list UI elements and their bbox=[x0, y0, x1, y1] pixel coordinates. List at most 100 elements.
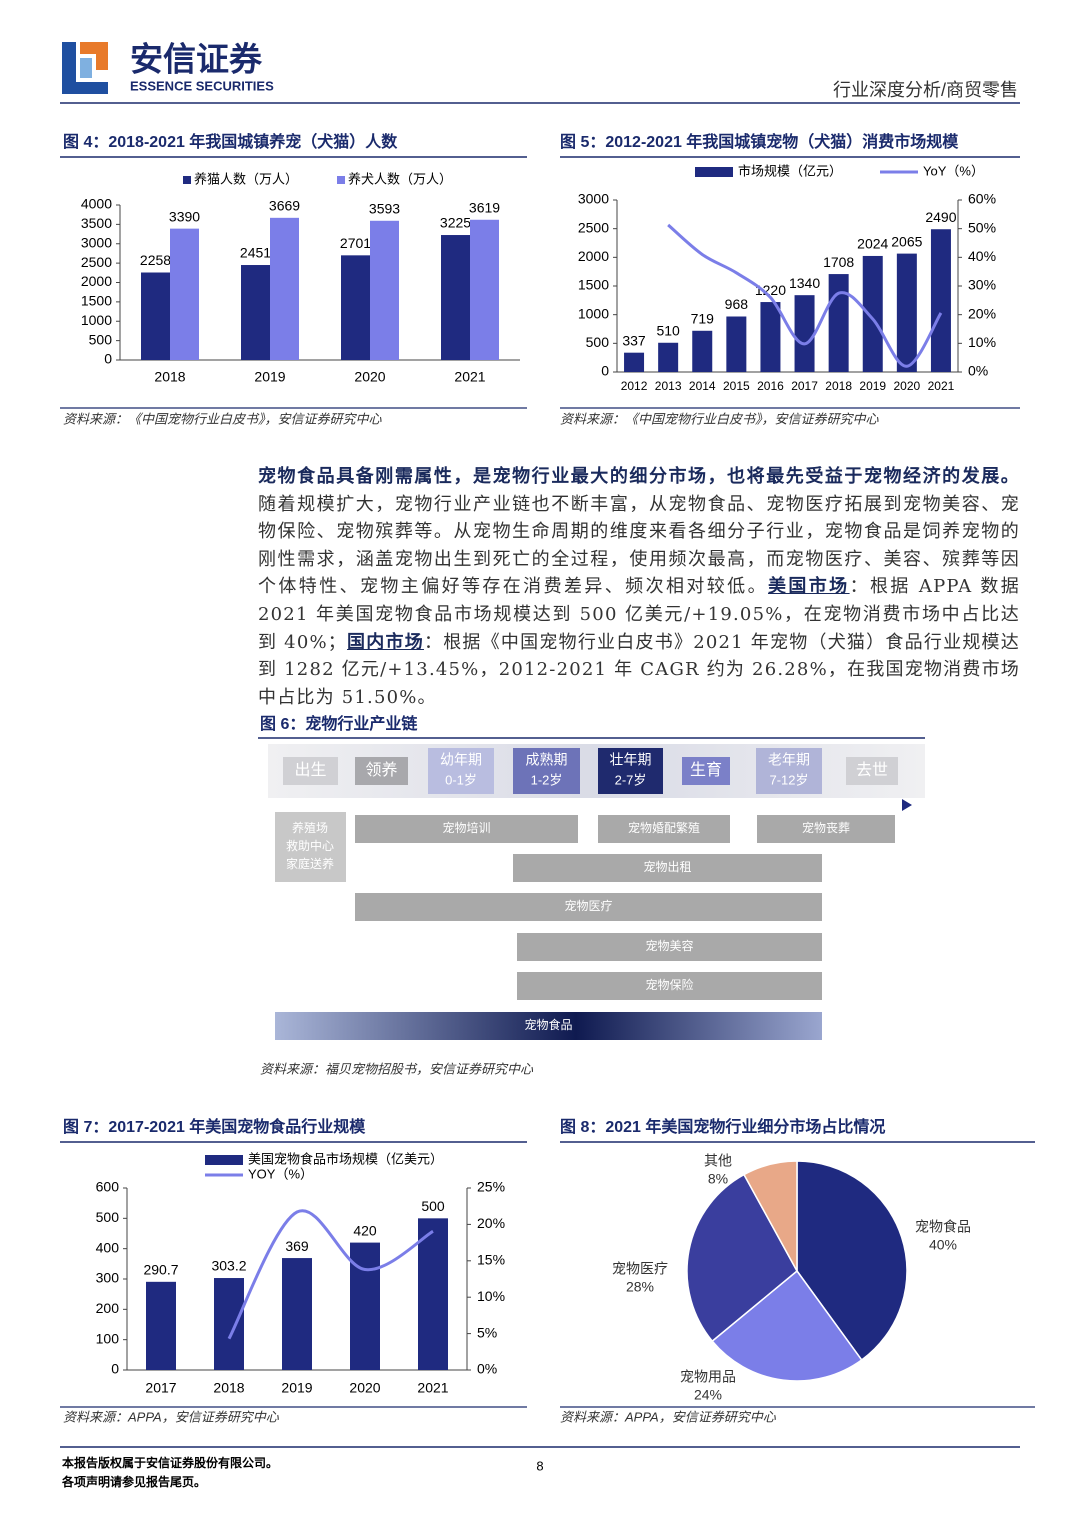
bar bbox=[214, 1278, 244, 1370]
copyright: 本报告版权属于安信证券股份有限公司。 bbox=[62, 1455, 278, 1470]
company-name-en: ESSENCE SECURITIES bbox=[130, 78, 274, 93]
chain-label: 宠物美容 bbox=[645, 938, 693, 953]
legend-label: YOY（%） bbox=[248, 1166, 313, 1181]
y-tick-label: 2500 bbox=[81, 254, 112, 270]
slice-label: 宠物食品 bbox=[915, 1219, 971, 1235]
chain-label: 宠物医疗 bbox=[564, 898, 612, 913]
figure-title: 图 5：2012-2021 年我国城镇宠物（犬猫）消费市场规模 bbox=[560, 132, 959, 151]
legend-label: 市场规模（亿元） bbox=[738, 163, 842, 178]
figure-title: 图 7：2017-2021 年美国宠物食品行业规模 bbox=[63, 1117, 366, 1136]
yoy-line bbox=[667, 223, 943, 368]
x-tick-label: 2016 bbox=[757, 379, 784, 393]
value-label: 303.2 bbox=[211, 1258, 246, 1274]
legend-label: 养猫人数（万人） bbox=[194, 171, 298, 186]
bar bbox=[624, 352, 645, 372]
value-label: 3619 bbox=[469, 199, 500, 215]
stage-box bbox=[355, 757, 408, 785]
y-tick-label: 1000 bbox=[81, 312, 112, 328]
value-label: 3225 bbox=[440, 215, 471, 231]
chain-label: 宠物出租 bbox=[643, 859, 691, 874]
value-label: 2024 bbox=[857, 236, 888, 252]
text-run: 国内市场 bbox=[347, 631, 424, 653]
source-box bbox=[275, 812, 346, 882]
slice-label: 宠物用品 bbox=[680, 1369, 736, 1385]
stage-label: 出生 bbox=[294, 761, 326, 779]
arrow-head bbox=[902, 799, 912, 811]
y2-tick-label: 20% bbox=[477, 1215, 505, 1231]
bar bbox=[470, 219, 499, 360]
stage-label: 领养 bbox=[365, 761, 397, 779]
bar bbox=[370, 220, 399, 360]
x-tick-label: 2019 bbox=[281, 1380, 312, 1396]
stage-age: 2-7岁 bbox=[615, 772, 647, 787]
pie-slice bbox=[796, 1160, 908, 1362]
y2-tick-label: 30% bbox=[968, 277, 996, 293]
source-item: 家庭送养 bbox=[286, 856, 334, 871]
bar bbox=[828, 274, 849, 372]
bar bbox=[146, 1281, 176, 1370]
stage-box bbox=[428, 748, 494, 794]
stage-label: 幼年期 bbox=[440, 752, 482, 768]
bar bbox=[862, 255, 883, 372]
x-tick-label: 2018 bbox=[154, 369, 185, 385]
chain-label: 宠物丧葬 bbox=[802, 820, 850, 835]
bar bbox=[170, 228, 199, 360]
page-number: 8 bbox=[536, 1458, 543, 1473]
y-tick-label: 3000 bbox=[81, 234, 112, 250]
x-tick-label: 2020 bbox=[349, 1380, 380, 1396]
stage-age: 7-12岁 bbox=[769, 772, 808, 787]
value-label: 2451 bbox=[240, 245, 271, 261]
value-label: 500 bbox=[421, 1198, 445, 1214]
y-tick-label: 0 bbox=[111, 1361, 119, 1377]
stage-label: 生育 bbox=[690, 761, 722, 779]
legend-swatch bbox=[205, 1155, 243, 1165]
bar bbox=[930, 229, 951, 372]
value-label: 1708 bbox=[823, 254, 854, 270]
y2-tick-label: 5% bbox=[477, 1324, 497, 1340]
figure-title: 图 6：宠物行业产业链 bbox=[260, 714, 418, 733]
y-tick-label: 500 bbox=[586, 334, 610, 350]
source-note: 资料来源：APPA，安信证券研究中心 bbox=[63, 1409, 280, 1424]
figure-title: 图 4：2018-2021 年我国城镇养宠（犬猫）人数 bbox=[63, 132, 398, 151]
source-item: 养殖场 bbox=[292, 820, 328, 835]
value-label: 420 bbox=[353, 1222, 377, 1238]
chain-bar bbox=[517, 972, 822, 1000]
bar bbox=[418, 1218, 448, 1370]
y-tick-label: 500 bbox=[89, 331, 113, 347]
stage-label: 成熟期 bbox=[526, 752, 568, 768]
y-tick-label: 0 bbox=[601, 363, 609, 379]
chain-bar bbox=[355, 893, 822, 921]
x-tick-label: 2021 bbox=[454, 369, 485, 385]
x-tick-label: 2013 bbox=[655, 379, 682, 393]
y2-tick-label: 0% bbox=[477, 1361, 497, 1377]
y-tick-label: 100 bbox=[96, 1330, 120, 1346]
source-note: 资料来源：APPA，安信证券研究中心 bbox=[560, 1409, 777, 1424]
y-tick-label: 4000 bbox=[81, 196, 112, 212]
text-run: ：根据《中国宠物行业白皮书》2021 年宠物（犬猫）食品行业规模达到 1282 … bbox=[258, 631, 1020, 708]
slice-label: 其他 bbox=[704, 1153, 732, 1169]
pie-slice bbox=[742, 1160, 798, 1272]
text-run: 美国市场 bbox=[767, 576, 850, 598]
y-tick-label: 3500 bbox=[81, 215, 112, 231]
bar bbox=[658, 342, 679, 372]
company-name: 安信证券 bbox=[130, 41, 263, 78]
y-tick-label: 1500 bbox=[81, 293, 112, 309]
x-tick-label: 2017 bbox=[791, 379, 818, 393]
stage-age: 1-2岁 bbox=[531, 772, 563, 787]
stage-label: 壮年期 bbox=[610, 752, 652, 768]
y2-tick-label: 20% bbox=[968, 305, 996, 321]
stage-box bbox=[756, 748, 822, 794]
x-tick-label: 2019 bbox=[859, 379, 886, 393]
legend-swatch bbox=[183, 176, 191, 184]
x-tick-label: 2021 bbox=[928, 379, 955, 393]
body-paragraph: 宠物食品具备刚需属性，是宠物行业最大的细分市场，也将最先受益于宠物经济的发展。随… bbox=[258, 463, 1020, 711]
x-tick-label: 2020 bbox=[354, 369, 385, 385]
x-tick-label: 2012 bbox=[621, 379, 648, 393]
chain-bar bbox=[355, 815, 578, 843]
value-label: 1340 bbox=[789, 275, 820, 291]
bar bbox=[896, 253, 917, 372]
value-label: 968 bbox=[725, 296, 749, 312]
logo bbox=[62, 42, 108, 94]
